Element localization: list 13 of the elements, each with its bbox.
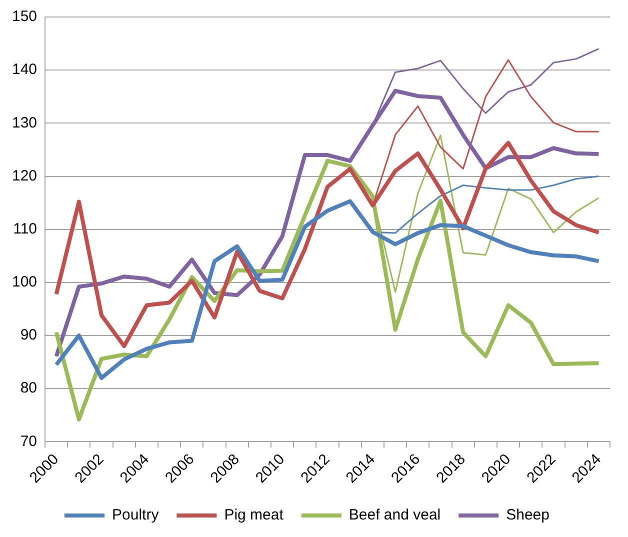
y-tick-label: 110 bbox=[13, 220, 38, 238]
y-tick-label: 70 bbox=[20, 432, 38, 450]
legend-label: Beef and veal bbox=[348, 506, 441, 524]
legend-label: Pig meat bbox=[224, 506, 284, 524]
y-tick-label: 140 bbox=[12, 61, 38, 78]
legend-label: Poultry bbox=[112, 506, 160, 524]
y-tick-label: 100 bbox=[12, 274, 38, 291]
legend-label: Sheep bbox=[506, 506, 550, 524]
y-tick-label: 80 bbox=[20, 380, 38, 397]
y-tick-label: 120 bbox=[12, 167, 38, 184]
y-tick-label: 90 bbox=[20, 326, 38, 344]
y-tick-label: 150 bbox=[12, 8, 38, 26]
y-tick-label: 130 bbox=[12, 114, 38, 132]
